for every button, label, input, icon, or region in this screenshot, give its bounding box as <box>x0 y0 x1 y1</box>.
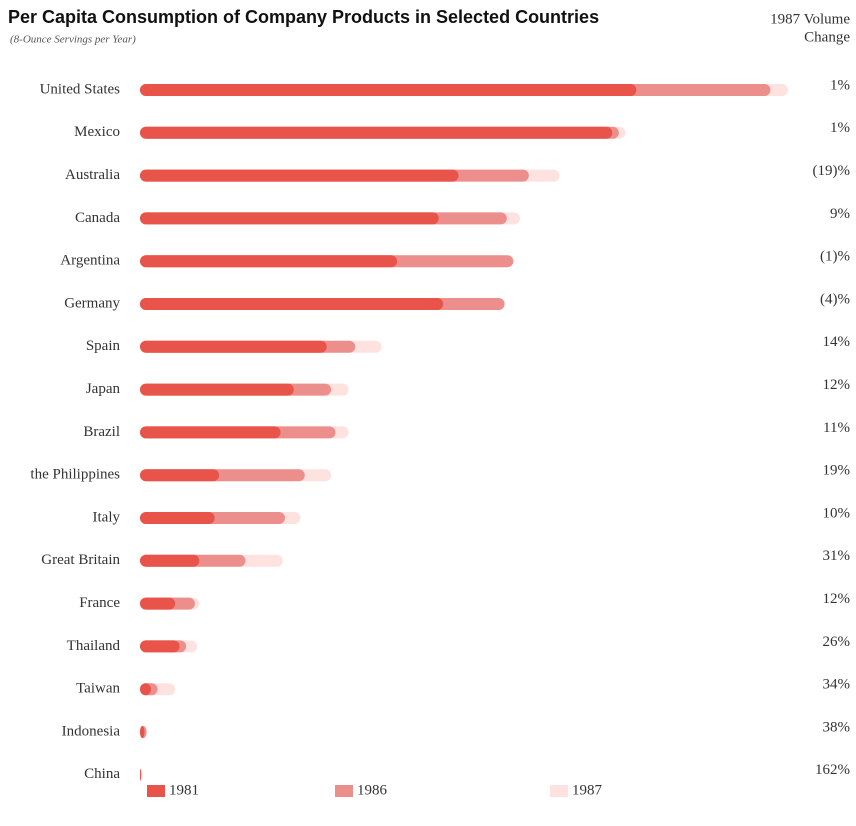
chart-subtitle: (8-Ounce Servings per Year) <box>10 34 136 46</box>
category-label: United States <box>40 81 121 97</box>
change-label: 12% <box>823 591 851 607</box>
category-label: Indonesia <box>62 723 121 739</box>
category-label: Germany <box>64 295 120 311</box>
legend-swatch <box>335 785 353 797</box>
category-label: Mexico <box>74 124 120 140</box>
change-label: (19)% <box>813 163 851 179</box>
change-label: 1% <box>830 77 850 93</box>
change-label: 26% <box>823 634 851 650</box>
change-label: 31% <box>823 548 851 564</box>
legend-swatch <box>147 785 165 797</box>
bar <box>140 726 145 738</box>
change-label: 19% <box>823 463 851 479</box>
bar <box>140 640 180 653</box>
category-label: Canada <box>75 210 120 226</box>
category-label: Argentina <box>60 253 120 269</box>
change-label: (1)% <box>820 249 850 265</box>
category-label: Italy <box>93 509 121 525</box>
category-label: France <box>79 595 120 611</box>
change-label: 38% <box>823 719 851 735</box>
bar <box>140 255 398 268</box>
change-label: 14% <box>823 334 851 350</box>
bar <box>140 383 294 396</box>
bar <box>140 126 613 139</box>
category-label: China <box>84 766 120 782</box>
change-header: 1987 Volume <box>770 11 850 27</box>
legend-swatch <box>550 785 568 797</box>
bar <box>140 597 176 610</box>
change-label: 34% <box>823 677 851 693</box>
legend-label: 1981 <box>169 782 199 798</box>
change-label: 9% <box>830 206 850 222</box>
legend-label: 1986 <box>357 782 388 798</box>
change-label: 11% <box>823 420 850 436</box>
bar <box>140 340 327 353</box>
category-label: Great Britain <box>41 552 120 568</box>
category-label: Brazil <box>83 424 120 440</box>
category-label: the Philippines <box>30 467 120 483</box>
bar <box>140 683 151 696</box>
chart-title: Per Capita Consumption of Company Produc… <box>8 7 599 27</box>
change-header: Change <box>804 29 850 45</box>
bar <box>140 212 439 225</box>
change-label: 12% <box>823 377 851 393</box>
bar <box>140 768 142 781</box>
bar <box>140 469 220 482</box>
bar <box>140 298 444 310</box>
bar <box>140 554 200 567</box>
category-label: Taiwan <box>76 681 120 697</box>
change-label: 162% <box>815 762 850 778</box>
bar <box>140 426 281 439</box>
category-label: Japan <box>86 381 121 397</box>
bar <box>140 169 459 182</box>
category-label: Thailand <box>67 638 121 654</box>
bar <box>140 84 637 96</box>
bar <box>140 512 215 524</box>
category-label: Australia <box>65 167 120 183</box>
change-label: 10% <box>823 505 851 521</box>
legend-label: 1987 <box>572 782 603 798</box>
change-label: (4)% <box>820 291 850 307</box>
change-label: 1% <box>830 120 850 136</box>
category-label: Spain <box>86 338 121 354</box>
